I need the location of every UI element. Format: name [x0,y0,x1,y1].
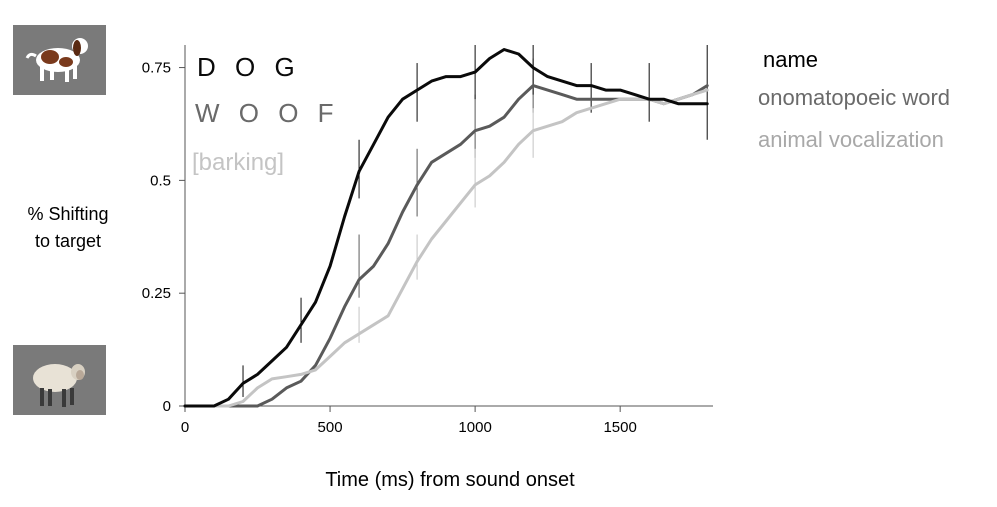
y-tick-label: 0.5 [150,172,171,189]
x-axis-title: Time (ms) from sound onset [325,469,575,491]
x-tick-label: 500 [318,419,343,436]
y-tick-label: 0 [163,398,171,415]
x-tick-label: 1500 [603,419,636,436]
series-inline-label-woof: W O O F [195,98,340,128]
y-ticks: 0 0.25 0.5 0.75 [142,60,185,415]
y-axis-label-line-2: to target [35,231,101,251]
dog-image [13,25,106,95]
legend-animal-vocalization: animal vocalization [758,127,944,152]
series-inline-label-barking: [barking] [192,149,284,176]
y-tick-label: 0.75 [142,60,171,77]
series-line-2 [183,48,709,408]
x-ticks: 0 500 1000 1500 [181,406,637,436]
axes [184,45,713,407]
series-line-0 [183,84,709,408]
y-axis-label-line-1: % Shifting [27,204,108,224]
sheep-image [13,345,106,415]
legend-onomatopoeic-word: onomatopoeic word [758,85,950,110]
series-line-1 [183,88,709,408]
legend-name: name [763,47,818,72]
x-tick-label: 1000 [458,419,491,436]
series-inline-label-dog: D O G [197,52,301,82]
x-tick-label: 0 [181,419,189,436]
y-tick-label: 0.25 [142,285,171,302]
series-lines [183,48,709,408]
